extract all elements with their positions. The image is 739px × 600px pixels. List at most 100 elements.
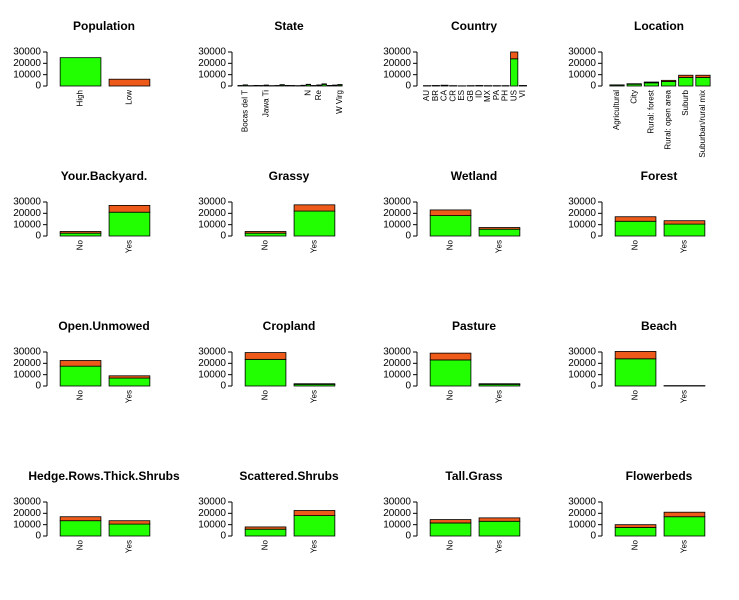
- y-tick-label: 0: [405, 381, 411, 392]
- x-tick-label: ID: [474, 90, 483, 98]
- x-tick-label: Yes: [495, 390, 504, 403]
- x-tick-label: PH: [501, 90, 510, 101]
- y-tick-label: 10000: [13, 369, 41, 380]
- bar-segment: [614, 527, 657, 537]
- y-tick-label: 30000: [568, 47, 596, 58]
- y-tick-label: 30000: [383, 497, 411, 508]
- y-tick-label: 10000: [568, 519, 596, 530]
- bar-segment: [293, 515, 336, 537]
- y-tick-label: 30000: [13, 347, 41, 358]
- y-tick-label: 30000: [383, 47, 411, 58]
- bar-segment: [429, 522, 472, 537]
- y-tick-label: 0: [220, 531, 226, 542]
- bar-segment: [59, 365, 102, 387]
- bar-segment: [108, 377, 151, 387]
- x-tick-label: AU: [422, 90, 431, 101]
- y-tick-label: 20000: [383, 508, 411, 519]
- x-tick-label: Low: [125, 90, 134, 105]
- bar-segment: [663, 220, 706, 225]
- x-tick-label: Yes: [680, 240, 689, 253]
- bar-segment: [108, 520, 151, 525]
- chart-title: Country: [451, 19, 497, 33]
- bar-segment: [478, 227, 521, 230]
- x-tick-label: No: [261, 389, 270, 400]
- y-tick-label: 10000: [13, 219, 41, 230]
- y-tick-label: 30000: [13, 497, 41, 508]
- y-tick-label: 10000: [383, 219, 411, 230]
- chart-title: State: [274, 19, 304, 33]
- bar-segment: [429, 215, 472, 237]
- chart-title: Pasture: [452, 319, 496, 333]
- bar-segment: [678, 74, 694, 78]
- y-tick-label: 20000: [198, 58, 226, 69]
- bar-segment: [244, 352, 287, 360]
- x-tick-label: No: [446, 539, 455, 550]
- chart-title: Cropland: [263, 319, 316, 333]
- chart-title: Hedge.Rows.Thick.Shrubs: [28, 469, 180, 483]
- y-tick-label: 20000: [198, 358, 226, 369]
- bar-segment: [108, 78, 151, 87]
- x-tick-label: VI: [518, 90, 527, 98]
- y-tick-label: 0: [220, 231, 226, 242]
- bar-segment: [478, 517, 521, 522]
- bar-segment: [429, 209, 472, 217]
- bar-segment: [643, 82, 659, 87]
- bar-segment: [643, 81, 659, 84]
- y-tick-label: 0: [590, 381, 596, 392]
- y-tick-label: 20000: [198, 508, 226, 519]
- bar-segment: [108, 375, 151, 379]
- y-tick-label: 20000: [568, 508, 596, 519]
- x-tick-label: No: [76, 389, 85, 400]
- x-tick-label: Yes: [310, 540, 319, 553]
- x-tick-label: Yes: [125, 540, 134, 553]
- y-tick-label: 10000: [568, 219, 596, 230]
- x-tick-label: No: [631, 539, 640, 550]
- bar-segment: [510, 58, 519, 87]
- chart-title: Scattered.Shrubs: [239, 469, 339, 483]
- x-tick-label: Yes: [125, 390, 134, 403]
- bar-segment: [244, 528, 287, 537]
- bar-segment: [429, 519, 472, 524]
- bar-segment: [678, 77, 694, 87]
- chart-title: Flowerbeds: [626, 469, 693, 483]
- y-tick-label: 0: [35, 381, 41, 392]
- x-tick-label: No: [446, 239, 455, 250]
- bar-segment: [59, 57, 102, 87]
- x-tick-label: No: [76, 539, 85, 550]
- y-tick-label: 20000: [383, 208, 411, 219]
- x-tick-label: Rural: open area: [664, 89, 673, 149]
- bar-segment: [663, 511, 706, 518]
- x-tick-label: Yes: [495, 540, 504, 553]
- x-tick-label: US: [509, 90, 518, 101]
- y-tick-label: 30000: [383, 197, 411, 208]
- chart-title: Open.Unmowed: [58, 319, 149, 333]
- bar-segment: [429, 352, 472, 361]
- y-tick-label: 30000: [198, 497, 226, 508]
- bar-segment: [108, 523, 151, 537]
- y-tick-label: 10000: [198, 519, 226, 530]
- y-tick-label: 0: [35, 231, 41, 242]
- bar-segment: [293, 510, 336, 516]
- y-tick-label: 20000: [383, 358, 411, 369]
- y-tick-label: 0: [405, 531, 411, 542]
- y-tick-label: 0: [220, 81, 226, 92]
- y-tick-label: 30000: [383, 347, 411, 358]
- bar-segment: [59, 516, 102, 522]
- bar-segment: [663, 516, 706, 537]
- bar-segment: [244, 358, 287, 387]
- x-tick-label: Jawa Ti: [261, 90, 270, 117]
- x-tick-label: Yes: [125, 240, 134, 253]
- bar-segment: [614, 216, 657, 222]
- y-tick-label: 10000: [198, 219, 226, 230]
- bar-segment: [108, 204, 151, 213]
- y-tick-label: 20000: [568, 208, 596, 219]
- bar-segment: [244, 232, 287, 237]
- x-tick-label: Yes: [680, 540, 689, 553]
- x-tick-label: No: [76, 239, 85, 250]
- x-tick-label: Bocas del T: [240, 90, 249, 132]
- x-tick-label: Suburb: [681, 89, 690, 115]
- x-tick-label: N: [304, 90, 313, 96]
- y-tick-label: 0: [590, 531, 596, 542]
- y-tick-label: 20000: [568, 58, 596, 69]
